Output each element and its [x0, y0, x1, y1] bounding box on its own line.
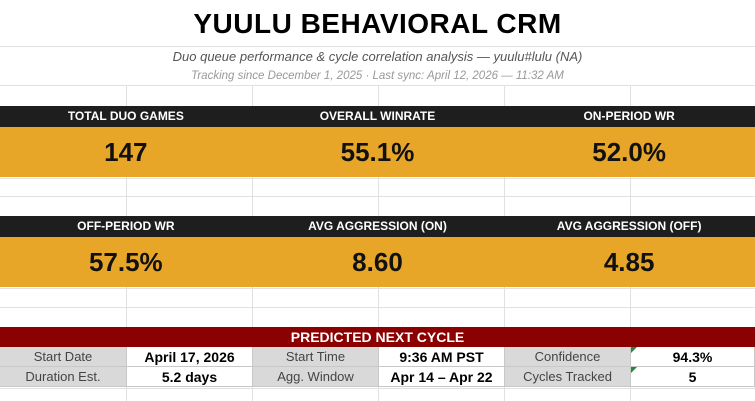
comment-indicator-icon — [631, 347, 637, 353]
start-time-label[interactable]: Start Time — [253, 347, 379, 367]
kpi-header-row-2: OFF-PERIOD WR AVG AGGRESSION (ON) AVG AG… — [0, 216, 755, 237]
cycles-tracked-cell[interactable]: 5 — [631, 367, 755, 387]
kpi-label-total-duo-games[interactable]: TOTAL DUO GAMES — [67, 109, 184, 123]
kpi-label-on-period-wr[interactable]: ON-PERIOD WR — [583, 109, 675, 123]
kpi-header-row-1: TOTAL DUO GAMES OVERALL WINRATE ON-PERIO… — [0, 106, 755, 127]
cycles-tracked-value: 5 — [688, 369, 697, 385]
kpi-value-off-period-wr[interactable]: 57.5% — [88, 247, 163, 277]
prediction-row-2: Duration Est. 5.2 days Agg. Window Apr 1… — [0, 367, 755, 387]
kpi-value-on-period-wr[interactable]: 52.0% — [592, 137, 666, 167]
kpi-label-avg-aggression-on[interactable]: AVG AGGRESSION (ON) — [308, 219, 447, 233]
agg-window-value[interactable]: Apr 14 – Apr 22 — [379, 367, 505, 387]
start-date-label[interactable]: Start Date — [0, 347, 127, 367]
kpi-value-row-1: 147 55.1% 52.0% — [0, 127, 755, 177]
kpi-value-row-2: 57.5% 8.60 4.85 — [0, 237, 755, 287]
kpi-label-overall-winrate[interactable]: OVERALL WINRATE — [319, 109, 436, 123]
kpi-value-avg-aggression-on[interactable]: 8.60 — [352, 247, 403, 277]
page-subtitle[interactable]: Duo queue performance & cycle correlatio… — [0, 47, 755, 67]
cycles-tracked-label[interactable]: Cycles Tracked — [505, 367, 631, 387]
tracking-info[interactable]: Tracking since December 1, 2025 · Last s… — [0, 67, 755, 85]
prediction-row-1: Start Date April 17, 2026 Start Time 9:3… — [0, 347, 755, 367]
start-time-value[interactable]: 9:36 AM PST — [379, 347, 505, 367]
agg-window-label[interactable]: Agg. Window — [253, 367, 379, 387]
kpi-value-total-duo-games[interactable]: 147 — [104, 137, 148, 167]
confidence-label[interactable]: Confidence — [505, 347, 631, 367]
start-date-value[interactable]: April 17, 2026 — [127, 347, 253, 367]
confidence-value: 94.3% — [672, 349, 713, 365]
page-title[interactable]: YUULU BEHAVIORAL CRM — [0, 0, 755, 46]
duration-value[interactable]: 5.2 days — [127, 367, 253, 387]
kpi-value-avg-aggression-off[interactable]: 4.85 — [603, 247, 655, 277]
kpi-label-avg-aggression-off[interactable]: AVG AGGRESSION (OFF) — [556, 219, 702, 233]
kpi-label-off-period-wr[interactable]: OFF-PERIOD WR — [77, 219, 175, 233]
kpi-value-overall-winrate[interactable]: 55.1% — [340, 137, 415, 167]
prediction-title[interactable]: PREDICTED NEXT CYCLE — [0, 327, 755, 347]
duration-label[interactable]: Duration Est. — [0, 367, 127, 387]
comment-indicator-icon — [631, 367, 637, 373]
confidence-cell[interactable]: 94.3% — [631, 347, 755, 367]
